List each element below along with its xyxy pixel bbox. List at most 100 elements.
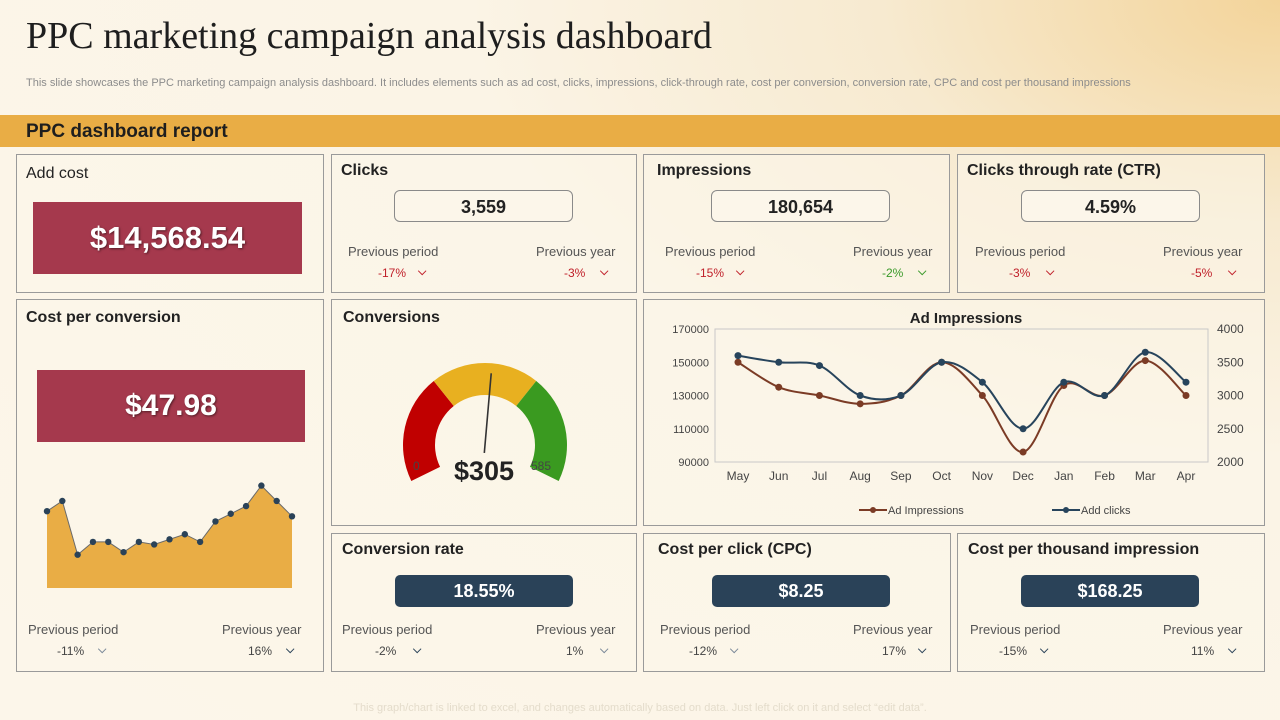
cpc-prev-year-label: Previous year bbox=[853, 622, 933, 637]
chevron-down-icon: ⌵ bbox=[600, 266, 609, 278]
clicks-prev-year-label: Previous year bbox=[536, 244, 616, 259]
ctr-card: Clicks through rate (CTR) 4.59% Previous… bbox=[957, 154, 1265, 293]
impressions-prev-period-value: -15% bbox=[696, 266, 725, 280]
cpm-value: $168.25 bbox=[1021, 575, 1199, 607]
y-right-tick: 2000 bbox=[1217, 455, 1244, 469]
plot-area bbox=[714, 328, 1209, 463]
cpc-prev-period-label: Previous period bbox=[660, 622, 751, 637]
cpc-conv-prev-year-label: Previous year bbox=[222, 622, 302, 637]
impressions-prev-period-label: Previous period bbox=[665, 244, 756, 259]
section-header: PPC dashboard report bbox=[26, 121, 228, 142]
series-point bbox=[775, 383, 783, 391]
page-subtitle: This slide showcases the PPC marketing c… bbox=[26, 77, 1131, 89]
y-left-tick: 150000 bbox=[672, 357, 709, 369]
impressions-prev-year-value: -2% bbox=[882, 266, 904, 280]
cpc-title: Cost per click (CPC) bbox=[658, 541, 812, 558]
chevron-down-icon: ⌵ bbox=[918, 266, 927, 278]
clicks-title: Clicks bbox=[341, 162, 389, 179]
series-point bbox=[1182, 378, 1190, 386]
page-title: PPC marketing campaign analysis dashboar… bbox=[26, 15, 712, 57]
x-tick: Oct bbox=[932, 469, 951, 483]
area-point bbox=[74, 551, 81, 558]
y-left-tick: 170000 bbox=[672, 324, 709, 336]
cpm-prev-year-label: Previous year bbox=[1163, 622, 1243, 637]
conversions-card: Conversions $305 0 585 bbox=[331, 299, 637, 526]
gauge-max-label: 585 bbox=[531, 459, 552, 473]
area-point bbox=[227, 510, 234, 517]
ctr-prev-period-label: Previous period bbox=[975, 244, 1066, 259]
x-tick: Apr bbox=[1177, 469, 1196, 483]
y-right-tick: 3500 bbox=[1217, 355, 1244, 369]
cost-per-conversion-area-chart bbox=[43, 482, 296, 588]
area-point bbox=[150, 541, 158, 548]
area-point bbox=[43, 508, 51, 515]
area-fill bbox=[47, 485, 292, 588]
legend-marker bbox=[870, 507, 876, 513]
series-point bbox=[978, 378, 986, 386]
chevron-down-icon: ⌵ bbox=[736, 266, 745, 278]
series-line bbox=[737, 351, 1187, 430]
y-right-tick: 4000 bbox=[1217, 322, 1244, 336]
area-point bbox=[59, 497, 66, 505]
legend-label: Add clicks bbox=[1081, 505, 1131, 517]
area-point bbox=[196, 538, 204, 546]
add-cost-value: $14,568.54 bbox=[33, 202, 302, 274]
series-point bbox=[1019, 425, 1027, 433]
ctr-prev-year-label: Previous year bbox=[1163, 244, 1243, 259]
clicks-prev-year-value: -3% bbox=[564, 266, 586, 280]
gauge-min-label: 0 bbox=[413, 459, 420, 473]
area-point bbox=[135, 538, 143, 546]
chevron-down-icon: ⌵ bbox=[98, 644, 107, 656]
chevron-down-icon: ⌵ bbox=[1228, 266, 1237, 278]
cpm-card: Cost per thousand impression $168.25 Pre… bbox=[957, 533, 1265, 672]
chevron-down-icon: ⌵ bbox=[286, 644, 295, 656]
series-point bbox=[775, 358, 783, 366]
area-point bbox=[258, 482, 265, 489]
clicks-prev-period-value: -17% bbox=[378, 266, 407, 280]
chevron-down-icon: ⌵ bbox=[918, 644, 927, 656]
x-tick: Aug bbox=[850, 469, 871, 483]
area-point bbox=[212, 518, 219, 525]
clicks-prev-period-label: Previous period bbox=[348, 244, 439, 259]
series-point bbox=[815, 392, 823, 399]
area-point bbox=[166, 536, 173, 543]
chevron-down-icon: ⌵ bbox=[418, 266, 427, 278]
cpm-prev-period-value: -15% bbox=[999, 644, 1028, 658]
x-tick: Jan bbox=[1054, 469, 1073, 483]
cpc-conv-prev-period-label: Previous period bbox=[28, 622, 119, 637]
y-left-tick: 90000 bbox=[678, 457, 709, 469]
series-point bbox=[978, 392, 986, 399]
gauge-band bbox=[433, 363, 537, 406]
y-right-tick: 3000 bbox=[1217, 389, 1244, 403]
series-point bbox=[897, 392, 905, 399]
area-point bbox=[181, 531, 189, 538]
cpc-conv-prev-year-value: 16% bbox=[248, 644, 273, 658]
x-tick: Mar bbox=[1135, 469, 1156, 483]
conversions-gauge bbox=[403, 363, 567, 481]
x-tick: May bbox=[727, 469, 750, 483]
area-point bbox=[288, 513, 296, 520]
cpm-title: Cost per thousand impression bbox=[968, 541, 1200, 558]
conversion-rate-title: Conversion rate bbox=[342, 541, 464, 558]
series-point bbox=[856, 392, 864, 399]
cpc-prev-year-value: 17% bbox=[882, 644, 907, 658]
area-point bbox=[242, 502, 250, 510]
conversion-rate-prev-period-label: Previous period bbox=[342, 622, 433, 637]
series-point bbox=[938, 358, 946, 366]
gauge-band bbox=[403, 380, 454, 481]
clicks-value: 3,559 bbox=[394, 190, 573, 222]
impressions-card: Impressions 180,654 Previous period -15%… bbox=[643, 154, 950, 293]
chevron-down-icon: ⌵ bbox=[1046, 266, 1055, 278]
chevron-down-icon: ⌵ bbox=[1040, 644, 1049, 656]
chevron-down-icon: ⌵ bbox=[413, 644, 422, 656]
series-point bbox=[1101, 392, 1109, 399]
cpm-prev-year-value: 11% bbox=[1191, 644, 1215, 658]
cpc-card: Cost per click (CPC) $8.25 Previous peri… bbox=[643, 533, 951, 672]
section-header-bar: PPC dashboard report bbox=[0, 115, 1280, 147]
x-tick: Jul bbox=[812, 469, 827, 483]
conversion-rate-prev-period-value: -2% bbox=[375, 644, 397, 658]
cpm-prev-period-label: Previous period bbox=[970, 622, 1061, 637]
conversion-rate-prev-year-label: Previous year bbox=[536, 622, 616, 637]
conversions-title: Conversions bbox=[343, 309, 440, 326]
add-cost-card: Add cost $14,568.54 bbox=[16, 154, 324, 293]
